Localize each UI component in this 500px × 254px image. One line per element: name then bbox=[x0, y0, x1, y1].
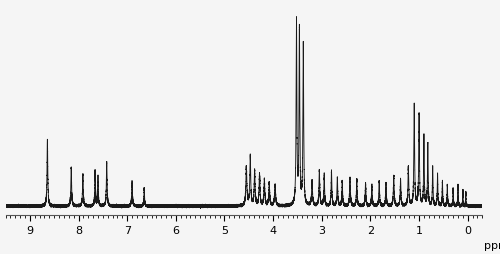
X-axis label: ppm: ppm bbox=[484, 240, 500, 250]
